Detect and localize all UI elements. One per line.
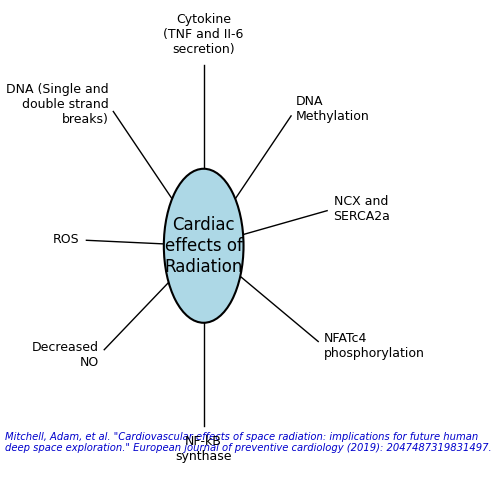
Text: NFATc4
phosphorylation: NFATc4 phosphorylation [324,332,425,360]
Text: NCX and
SERCA2a: NCX and SERCA2a [334,195,391,223]
Text: Mitchell, Adam, et al. "Cardiovascular effects of space radiation: implications : Mitchell, Adam, et al. "Cardiovascular e… [6,432,492,453]
Text: NF-kB
synthase: NF-kB synthase [175,435,232,463]
Text: DNA (Single and
double strand
breaks): DNA (Single and double strand breaks) [6,83,109,126]
Text: DNA
Methylation: DNA Methylation [295,95,369,123]
Text: ROS: ROS [53,233,80,247]
Text: Cardiac
effects of
Radiation: Cardiac effects of Radiation [164,216,243,275]
Ellipse shape [164,169,243,323]
Text: Cytokine
(TNF and II-6
secretion): Cytokine (TNF and II-6 secretion) [163,13,244,56]
Text: Decreased
NO: Decreased NO [32,341,99,369]
